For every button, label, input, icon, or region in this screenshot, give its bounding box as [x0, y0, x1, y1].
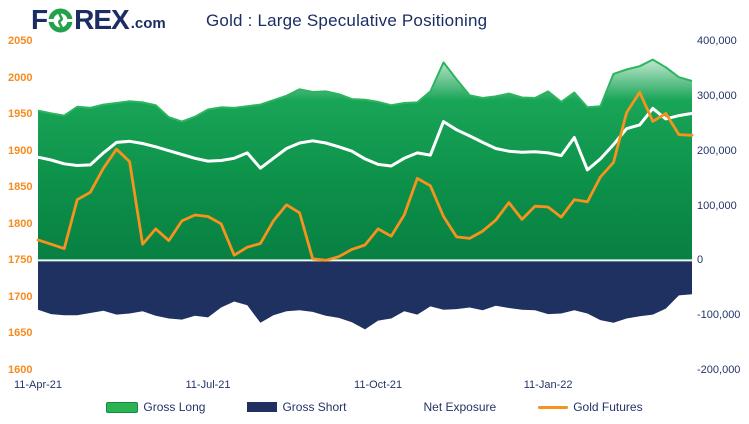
- logo-tld: .com: [130, 14, 166, 32]
- x-axis-label: 11-Jul-21: [185, 379, 231, 391]
- x-axis-label: 11-Apr-21: [13, 379, 63, 391]
- legend-item-net-exposure: Net Exposure: [388, 400, 497, 414]
- y-axis-label-left: 1900: [8, 144, 33, 157]
- x-axis-label: 11-Jan-22: [523, 379, 573, 391]
- legend-item-gross-short: Gross Short: [247, 400, 347, 414]
- gross-long-label: Gross Long: [143, 400, 206, 414]
- y-axis-label-left: 1950: [8, 108, 33, 121]
- logo-o-icon: [48, 8, 74, 33]
- gold-futures-swatch: [538, 405, 569, 409]
- y-axis-label-right: 300,000: [697, 89, 737, 102]
- y-axis-label-right: 400,000: [697, 35, 737, 47]
- y-axis-label-right: 200,000: [697, 144, 737, 157]
- y-axis-label-left: 1750: [8, 254, 33, 267]
- legend-item-gross-long: Gross Long: [106, 400, 205, 414]
- y-axis-label-left: 2000: [8, 71, 33, 84]
- legend: Gross Long Gross Short Net Exposure Gold…: [0, 400, 749, 414]
- forex-logo: F REX .com: [31, 6, 166, 34]
- net-exposure-swatch: [388, 405, 419, 409]
- x-axis-label: 11-Oct-21: [354, 379, 403, 391]
- gross-short-area: [38, 260, 692, 330]
- gross-long-swatch: [106, 401, 139, 413]
- y-axis-label-right: 0: [697, 254, 704, 267]
- y-axis-label-left: 1800: [8, 217, 33, 230]
- logo-letter-f: F: [31, 4, 48, 35]
- y-axis-label-left: 1650: [8, 327, 33, 340]
- y-axis-label-right: 100,000: [697, 199, 737, 212]
- header: F REX .com: [31, 6, 166, 34]
- gross-short-swatch: [247, 402, 278, 412]
- gross-long-top-edge: [37, 58, 693, 123]
- net-exposure-line: [37, 106, 693, 172]
- legend-item-gold-futures: Gold Futures: [538, 400, 643, 414]
- net-exposure-label: Net Exposure: [423, 400, 497, 414]
- page-title: Gold : Large Speculative Positioning: [206, 11, 488, 30]
- gross-short-label: Gross Short: [282, 400, 347, 414]
- y-axis-label-left: 1700: [8, 290, 33, 303]
- y-axis-label-right: -100,000: [697, 309, 741, 322]
- gold-futures-label: Gold Futures: [573, 400, 643, 414]
- y-axis-label-left: 2050: [8, 35, 33, 47]
- y-axis-label-left: 1850: [8, 181, 33, 194]
- gold-futures-line: [36, 90, 694, 262]
- y-axis-label-left: 1600: [8, 364, 33, 376]
- logo-letters-rex: REX: [74, 4, 130, 35]
- y-axis-label-right: -200,000: [697, 364, 741, 376]
